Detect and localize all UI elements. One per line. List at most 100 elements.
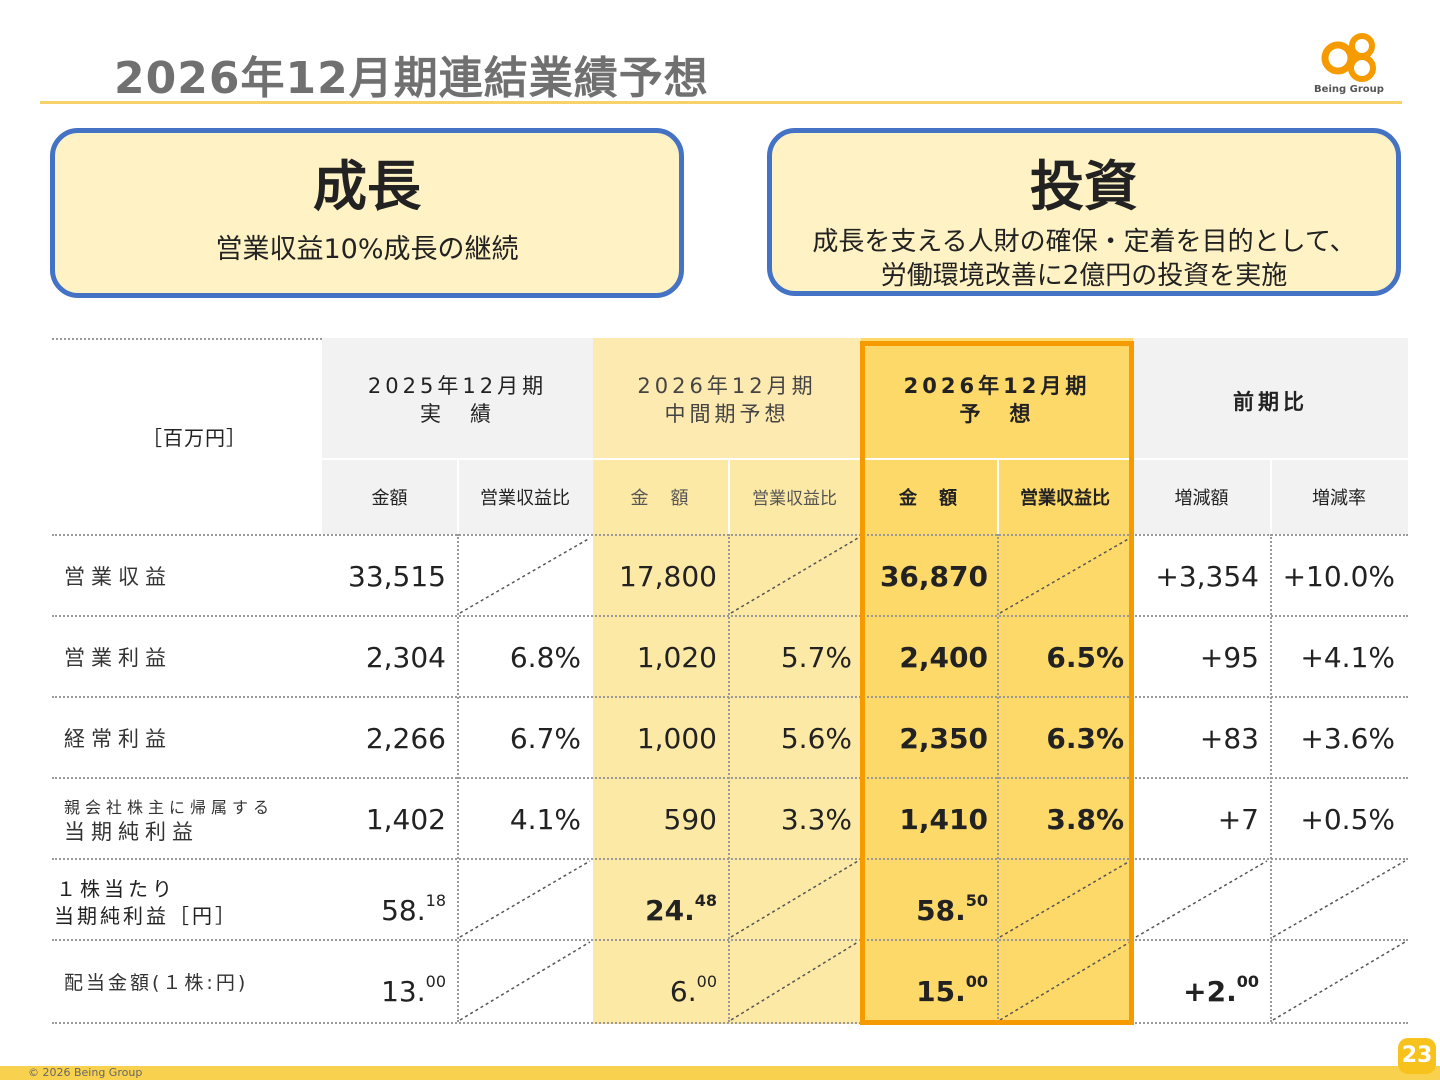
yoy-amount-cell: +83 [1199,722,1259,755]
mid-ratio-header: 営業収益比 [752,489,837,509]
forecast-highlight-frame [860,341,1134,1025]
forecast-amount-cell: 2,400 [899,641,988,674]
yoy-amount-cell: +95 [1199,641,1259,674]
forecast-ratio-cell: 6.5% [1046,641,1124,674]
mid-dividend-dec: 00 [696,972,717,991]
yoy-dividend-int: +2. [1183,975,1237,1008]
mid-ratio-cell: 3.3% [780,803,852,836]
grid-line [52,1022,1408,1024]
yoy-rate-cell: +0.5% [1300,803,1395,836]
mid-amount-cell: 1,020 [636,641,717,674]
fy2025-amount-cell: 1,402 [365,803,446,836]
investment-callout: 投資 成長を支える人財の確保・定着を目的として、 労働環境改善に2億円の投資を実… [767,128,1401,296]
unit-label: ［百万円］ [142,426,247,450]
grid-line [52,858,1408,860]
mid-header-line2: 中間期予想 [664,402,790,426]
yoy-header: 前期比 [1233,390,1308,414]
yoy-amount-cell: +7 [1217,803,1259,836]
grid-line [52,338,322,340]
grid-line [1270,534,1272,1022]
fy2025-eps-dec: 18 [425,891,446,910]
yoy-amount-cell: +3,354 [1155,560,1259,593]
grid-line [52,696,1408,698]
forecast-amount-cell: 2,350 [899,722,988,755]
forecast-dividend-cell: 15.00 [861,965,988,1009]
mid-eps-int: 24. [645,894,695,927]
logo-text: Being Group [1314,84,1384,95]
forecast-header-line1: 2026年12月期 [903,374,1091,398]
forecast-ratio-cell: 6.3% [1046,722,1124,755]
fy2025-dividend-int: 13. [381,975,426,1008]
row-label-operating-revenue: 営業収益 [64,565,172,589]
forecast-dividend-dec: 00 [965,972,988,991]
row-label-net-income-line2: 当期純利益 [64,820,199,844]
grid-line [997,534,999,1022]
row-label-ordinary-income: 経常利益 [64,727,172,751]
forecast-ratio-header: 営業収益比 [1020,488,1110,509]
fy2025-ratio-cell: 4.1% [509,803,581,836]
fy2025-amount-cell: 33,515 [348,560,446,593]
mid-dividend-cell: 6.00 [593,965,717,1009]
yoy-rate-header: 増減率 [1312,488,1366,509]
forecast-amount-cell: 1,410 [899,803,988,836]
fy2025-amount-header: 金額 [371,488,408,509]
yoy-rate-cell: +4.1% [1300,641,1395,674]
forecast-header-line2: 予 想 [959,402,1035,426]
row-label-dividend: 配当金額(１株:円) [64,972,249,994]
grid-line [52,777,1408,779]
row-label-eps-line1: １株当たり [56,877,176,901]
forecast-eps-int: 58. [916,894,966,927]
mid-dividend-int: 6. [669,975,697,1008]
growth-callout-title: 成長 [313,155,421,218]
mid-eps-dec: 48 [694,891,717,910]
row-label-eps-line2: 当期純利益［円］ [54,904,238,928]
grid-line [457,534,459,1022]
header-divider [997,458,999,534]
fy2025-amount-cell: 2,266 [365,722,446,755]
yoy-dividend-cell: +2.00 [1133,965,1259,1009]
copyright: © 2026 Being Group [28,1066,143,1079]
yoy-dividend-dec: 00 [1236,972,1259,991]
mid-amount-cell: 17,800 [619,560,717,593]
forecast-eps-dec: 50 [965,891,988,910]
forecast-ratio-cell: 3.8% [1046,803,1124,836]
yoy-amount-header: 増減額 [1174,488,1229,509]
forecast-amount-cell: 36,870 [879,560,988,593]
fy2025-eps-cell: 58.18 [322,884,446,928]
mid-ratio-cell: 5.6% [780,722,852,755]
fy2025-ratio-cell: 6.8% [509,641,581,674]
forecast-eps-cell: 58.50 [861,884,988,928]
growth-callout-body: 営業収益10%成長の継続 [215,234,519,265]
grid-line [52,939,1408,941]
mid-ratio-cell: 5.7% [780,641,852,674]
mid-header-line1: 2026年12月期 [637,374,817,398]
grid-line [52,534,1408,536]
growth-callout: 成長 営業収益10%成長の継続 [50,128,684,298]
header-divider [322,458,1408,460]
row-label-operating-income: 営業利益 [64,646,172,670]
investment-callout-body-line1: 成長を支える人財の確保・定着を目的として、 [812,227,1356,257]
fy2025-ratio-cell: 6.7% [509,722,581,755]
investment-callout-body-line2: 労働環境改善に2億円の投資を実施 [880,261,1288,291]
mid-header-bg [593,338,861,458]
grid-line [728,534,730,1022]
page-number-badge: 23 [1398,1038,1436,1074]
forecast-amount-header: 金 額 [899,488,959,509]
header-divider [1270,458,1272,534]
investment-callout-title: 投資 [1030,155,1138,218]
mid-eps-cell: 24.48 [593,884,717,928]
yoy-rate-cell: +3.6% [1300,722,1395,755]
fy2025-eps-int: 58. [381,894,426,927]
header-divider [457,458,459,534]
fy2025-dividend-cell: 13.00 [322,965,446,1009]
header-divider [728,458,730,534]
fy2025-header-line1: 2025年12月期 [367,374,548,398]
mid-amount-cell: 1,000 [636,722,717,755]
yoy-rate-cell: +10.0% [1282,560,1395,593]
mid-amount-cell: 590 [663,803,717,836]
page-title: 2026年12月期連結業績予想 [114,53,709,104]
not-applicable-diagonals [459,537,1406,1021]
forecast-table: ［百万円］ 2025年12月期 実 績 金額 営業収益比 2026年12月期 中… [52,338,1408,1025]
mid-amount-header: 金 額 [630,488,691,509]
row-label-net-income-line1: 親会社株主に帰属する [64,798,275,817]
